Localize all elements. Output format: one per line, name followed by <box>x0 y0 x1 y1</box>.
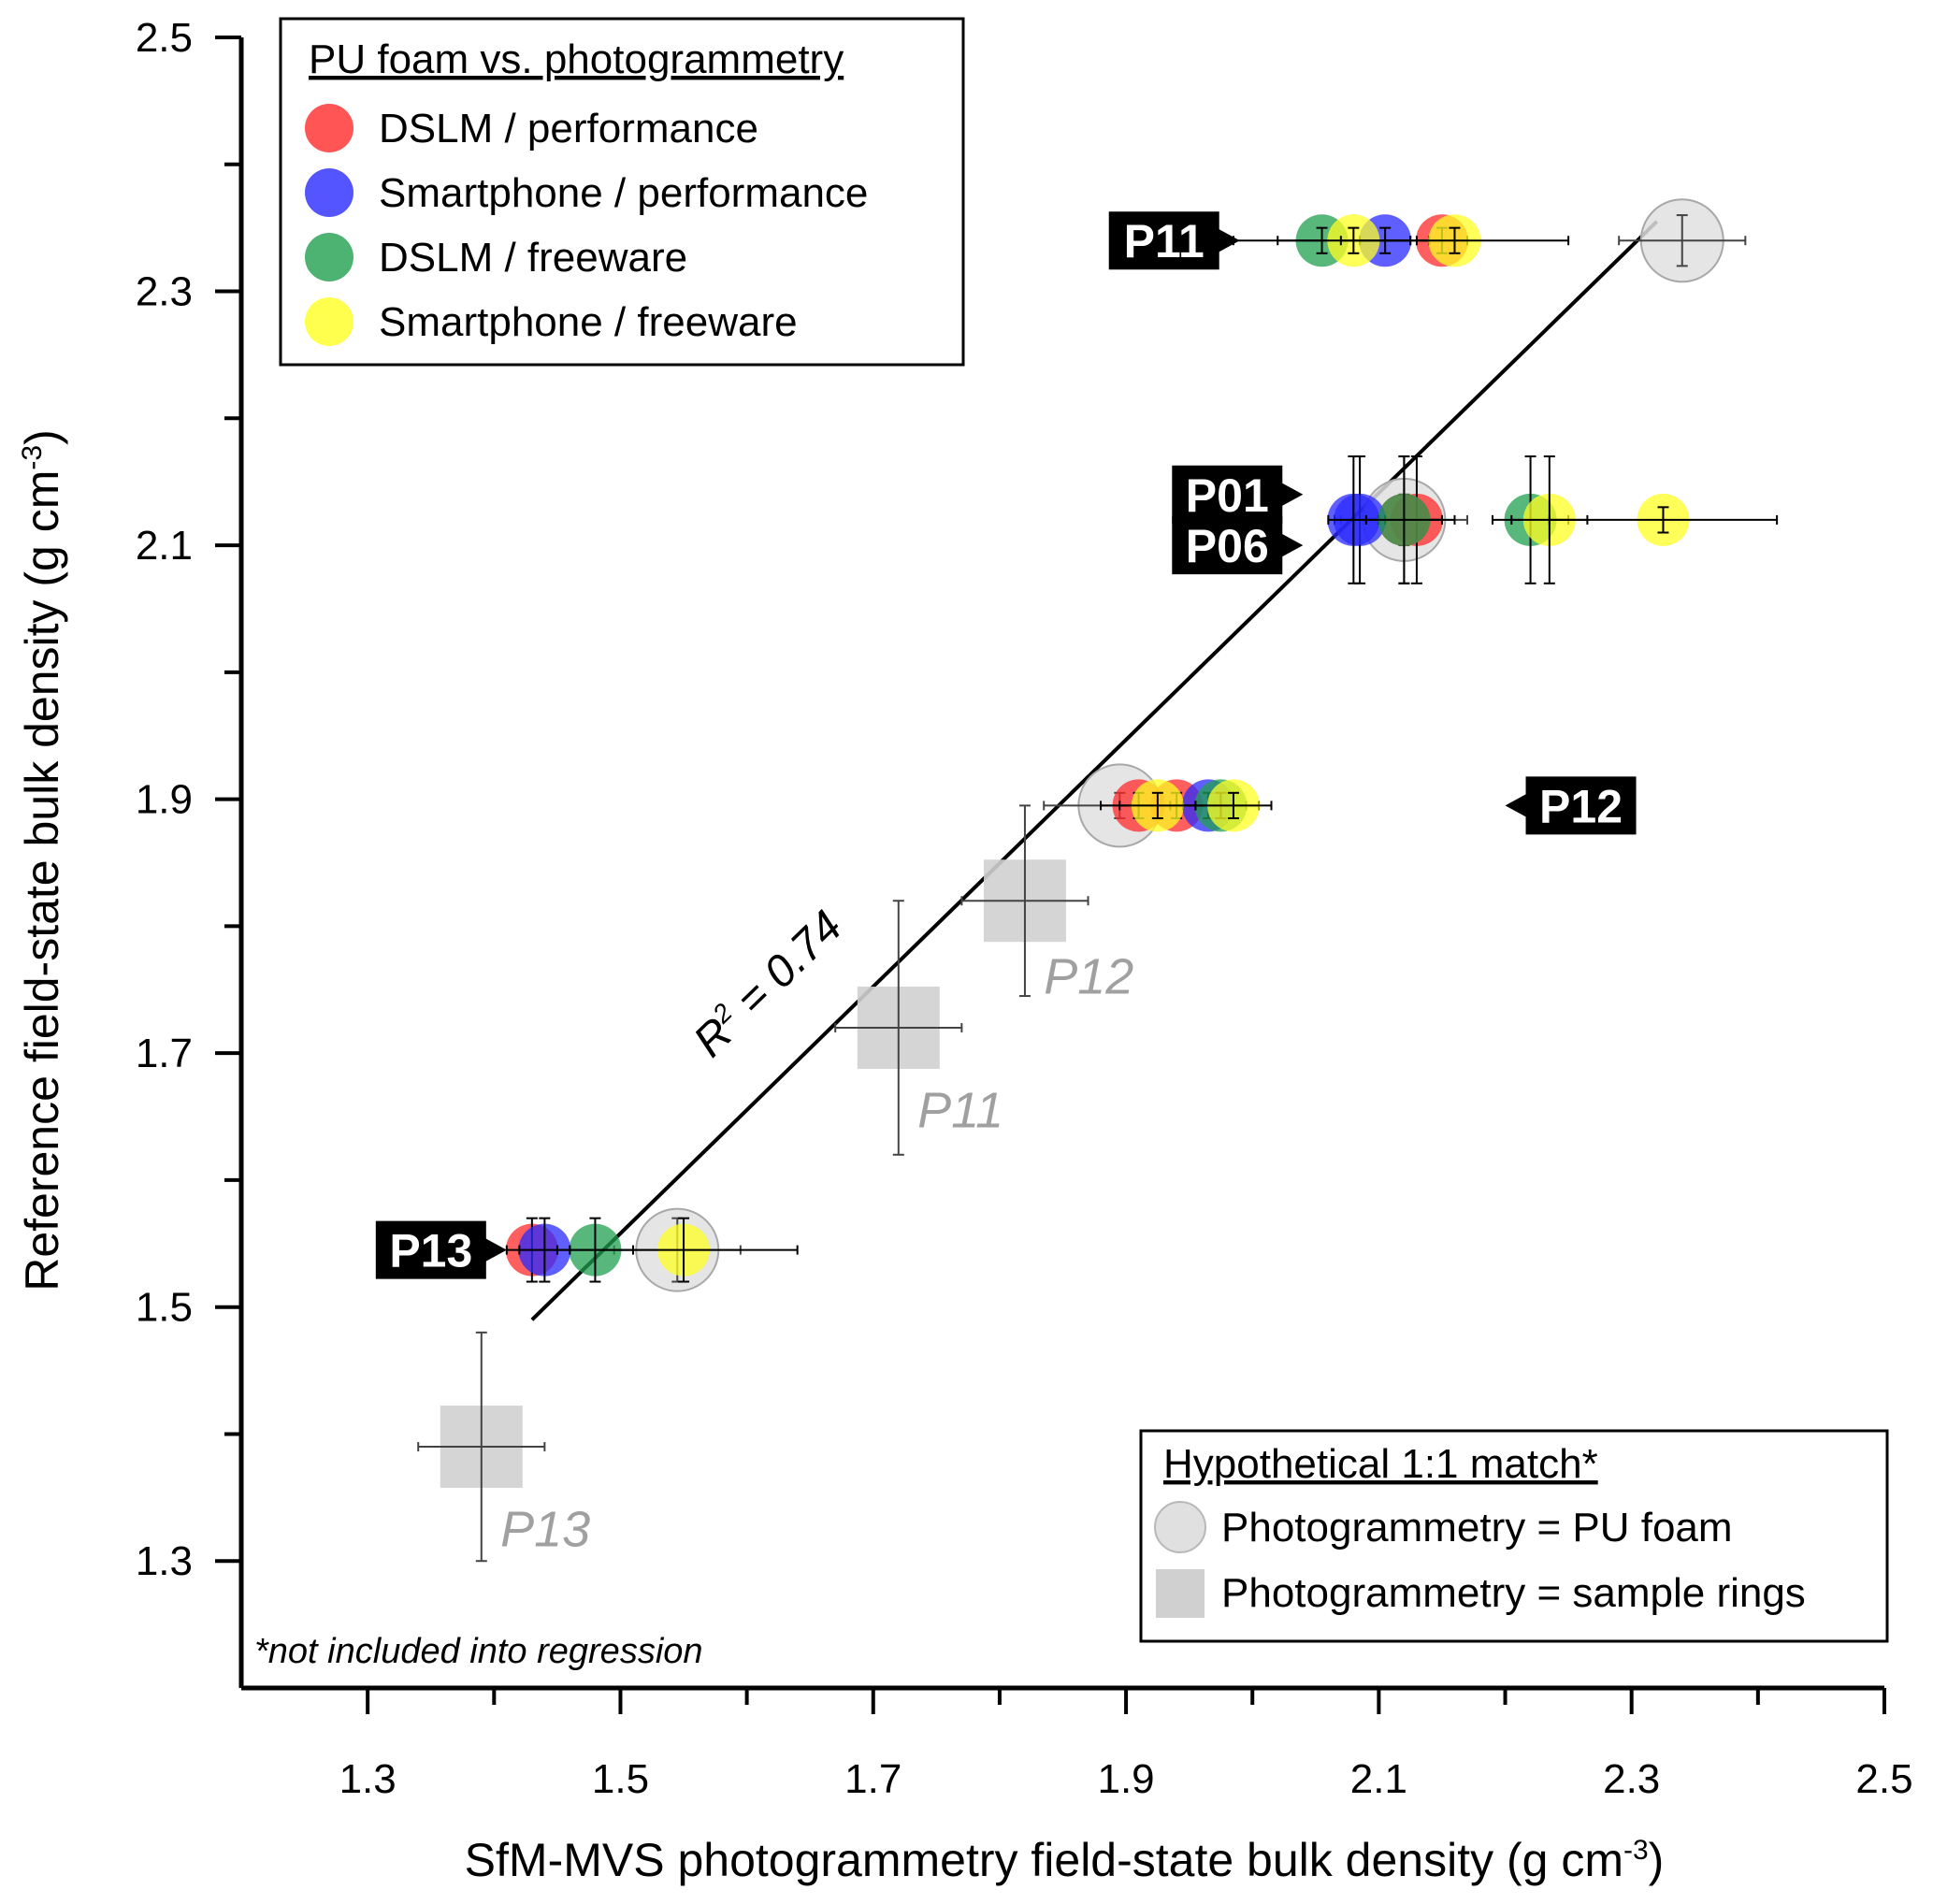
legend-label-smartphone-performance: Smartphone / performance <box>379 170 868 216</box>
y-tick-label: 1.3 <box>136 1538 193 1584</box>
y-axis-title: Reference field-state bulk density (g cm… <box>16 429 68 1291</box>
regression-group: R2 = 0.74 <box>530 220 1659 1321</box>
legend-label-smartphone-freeware: Smartphone / freeware <box>379 299 798 345</box>
legend-swatch-smartphone-performance <box>305 168 353 217</box>
x-tick-label: 1.3 <box>339 1756 397 1802</box>
legend-swatch-sample-rings <box>1156 1569 1205 1618</box>
y-axis-title-main: Reference field-state bulk density (g cm <box>16 470 68 1291</box>
legend-swatch-dslm-performance <box>305 104 353 152</box>
x-axis-title: SfM-MVS photogrammetry field-state bulk … <box>465 1834 1665 1886</box>
y-tick-label: 2.3 <box>136 269 193 315</box>
legend-label-sample-rings: Photogrammetry = sample rings <box>1221 1570 1806 1616</box>
plot-tag-label: P06 <box>1186 520 1269 572</box>
x-tick-label: 2.1 <box>1350 1756 1407 1802</box>
plot-tag-p12 <box>1505 776 1637 835</box>
axes-group <box>238 37 1884 1691</box>
ring-labels: P12 P11 P13 <box>500 949 1133 1558</box>
y-axis-title-sup: -3 <box>17 445 48 470</box>
legend-top: PU foam vs. photogrammetry DSLM / perfor… <box>279 17 965 367</box>
legend-label-dslm-freeware: DSLM / freeware <box>379 235 687 281</box>
y-tick-label: 2.1 <box>136 523 193 569</box>
x-axis-title-sup: -3 <box>1623 1835 1649 1866</box>
x-ticks: 1.3 1.5 1.7 1.9 2.1 2.3 2.5 <box>339 1688 1913 1802</box>
plot-tag-p11 <box>1108 211 1240 270</box>
legend-bottom-title: Hypothetical 1:1 match* <box>1163 1441 1598 1487</box>
x-axis-title-close: ) <box>1649 1834 1665 1886</box>
y-tick-label: 1.9 <box>136 777 193 823</box>
x-tick-label: 1.9 <box>1097 1756 1154 1802</box>
legend-top-title: PU foam vs. photogrammetry <box>309 36 844 82</box>
plot-tag-p06 <box>1172 516 1304 575</box>
data-points <box>417 198 1779 1563</box>
x-tick-label: 2.5 <box>1855 1756 1912 1802</box>
plot-tag-label: P11 <box>1124 215 1205 267</box>
legend-label-pu-foam: Photogrammetry = PU foam <box>1221 1505 1733 1551</box>
legend-swatch-pu-foam <box>1154 1501 1206 1553</box>
x-axis-title-main: SfM-MVS photogrammetry field-state bulk … <box>465 1834 1623 1886</box>
sample-ring-label: P11 <box>917 1082 1003 1138</box>
y-ticks: 1.3 1.5 1.7 1.9 2.1 2.3 2.5 <box>136 15 241 1584</box>
r-squared-label: R2 = 0.74 <box>684 901 852 1066</box>
plot-tag-label: P01 <box>1186 469 1269 522</box>
y-tick-label: 1.5 <box>136 1285 193 1331</box>
legend-swatch-smartphone-freeware <box>305 297 353 346</box>
sample-ring-label: P12 <box>1044 949 1133 1005</box>
x-tick-label: 1.7 <box>844 1756 902 1802</box>
x-tick-label: 1.5 <box>592 1756 649 1802</box>
legend-top-box <box>279 17 965 367</box>
plot-tag-label: P13 <box>389 1225 472 1277</box>
y-tick-label: 2.5 <box>136 15 193 61</box>
plot-tag-p13 <box>375 1220 507 1279</box>
r-squared-value: = 0.74 <box>718 902 852 1033</box>
x-tick-label: 2.3 <box>1603 1756 1660 1802</box>
legend-label-dslm-performance: DSLM / performance <box>379 106 758 151</box>
sample-ring-label: P13 <box>500 1501 590 1557</box>
legend-bottom: Hypothetical 1:1 match* Photogrammetry =… <box>1139 1429 1889 1643</box>
regression-line <box>530 220 1659 1321</box>
legend-swatch-dslm-freeware <box>305 233 353 281</box>
y-tick-label: 1.7 <box>136 1031 193 1076</box>
legend-bottom-box <box>1139 1429 1889 1643</box>
footnote: *not included into regression <box>254 1632 703 1671</box>
y-axis-title-close: ) <box>16 429 68 445</box>
plot-tag-label: P12 <box>1539 780 1623 832</box>
plot-tag-p01 <box>1172 465 1304 524</box>
